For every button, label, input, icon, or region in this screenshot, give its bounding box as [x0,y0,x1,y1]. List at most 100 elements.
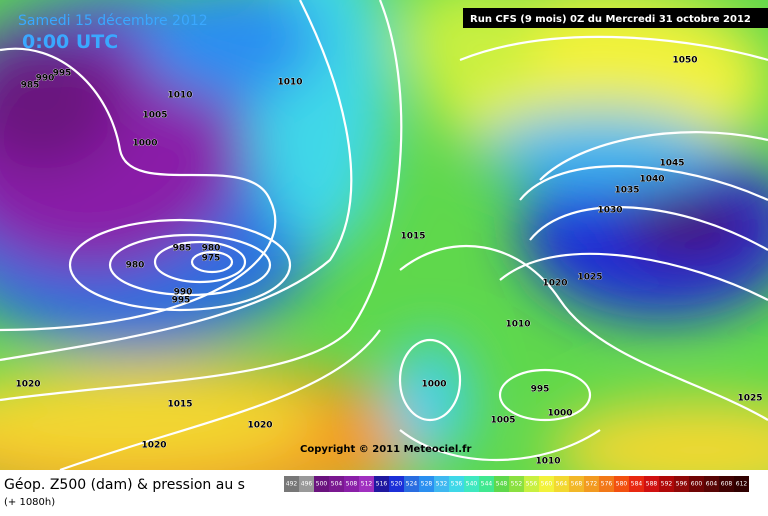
isobar-label: 1020 [141,441,166,451]
scale-label: 544 [481,481,493,488]
isobar-label: 995 [531,385,550,395]
scale-swatch [434,476,449,492]
isobar-label: 975 [202,254,221,264]
scale-label: 532 [436,481,448,488]
isobar-label: 1050 [672,56,697,66]
footer-title: Géop. Z500 (dam) & pression au s [4,477,245,493]
scale-label: 592 [661,481,673,488]
scale-swatch [599,476,614,492]
isobar-label: 1015 [400,232,425,242]
scale-swatch [644,476,659,492]
scale-swatch [449,476,464,492]
scale-swatch [509,476,524,492]
scale-swatch [659,476,674,492]
scale-label: 604 [706,481,718,488]
scale-label: 580 [616,481,628,488]
scale-label: 492 [286,481,298,488]
scale-swatch [569,476,584,492]
scale-swatch [689,476,704,492]
isobar-label: 995 [172,296,191,306]
isobar-label: 985 [21,81,40,91]
isobar-label: 1000 [132,139,157,149]
scale-label: 516 [376,481,388,488]
isobar-label: 1045 [659,159,684,169]
scale-swatch [419,476,434,492]
scale-swatch [389,476,404,492]
isobar-label: 1025 [577,273,602,283]
scale-swatch [374,476,389,492]
scale-swatch [629,476,644,492]
scale-label: 540 [466,481,478,488]
scale-swatch [359,476,374,492]
isobar-label: 1010 [505,320,530,330]
scale-label: 524 [406,481,418,488]
scale-swatch [329,476,344,492]
scale-label: 512 [361,481,373,488]
isobar-label: 1005 [490,416,515,426]
scale-swatch [404,476,419,492]
copyright: Copyright © 2011 Meteociel.fr [300,444,471,455]
isobar-label: 1035 [614,186,639,196]
isobar-label: 980 [126,261,145,271]
footer-lead: (+ 1080h) [4,497,55,508]
scale-swatch [719,476,734,492]
isobar-label: 980 [202,244,221,254]
scale-swatch [614,476,629,492]
scale-label: 552 [511,481,523,488]
scale-swatch [299,476,314,492]
isobar-lines [0,0,768,470]
scale-label: 504 [331,481,343,488]
scale-label: 568 [571,481,583,488]
scale-label: 548 [496,481,508,488]
scale-swatch [479,476,494,492]
isobar-label: 1010 [167,91,192,101]
scale-swatch [314,476,329,492]
scale-label: 528 [421,481,433,488]
isobar-label: 1010 [277,78,302,88]
run-box [463,8,768,28]
scale-label: 596 [676,481,688,488]
run-info: Run CFS (9 mois) 0Z du Mercredi 31 octob… [470,14,751,25]
scale-swatch [344,476,359,492]
time: 0:00 UTC [22,31,118,53]
scale-label: 496 [301,481,313,488]
isobar-label: 1020 [542,279,567,289]
scale-label: 584 [631,481,643,488]
scale-label: 536 [451,481,463,488]
scale-label: 612 [736,481,748,488]
scale-swatch [554,476,569,492]
scale-swatch [284,476,299,492]
isobar-label: 1000 [421,380,446,390]
scale-swatch [494,476,509,492]
scale-swatch [734,476,749,492]
scale-label: 600 [691,481,703,488]
date: Samedi 15 décembre 2012 [18,13,208,29]
scale-label: 608 [721,481,733,488]
scale-swatch [539,476,554,492]
isobar-label: 1040 [639,175,664,185]
scale-label: 572 [586,481,598,488]
scale-swatch [584,476,599,492]
isobar-label: 1030 [597,206,622,216]
scale-label: 508 [346,481,358,488]
scale-label: 560 [541,481,553,488]
isobar-label: 990 [174,288,193,298]
scale-swatch [524,476,539,492]
isobar-label: 1015 [167,400,192,410]
scale-label: 500 [316,481,328,488]
scale-label: 520 [391,481,403,488]
scale-label: 576 [601,481,613,488]
isobar-label: 1005 [142,111,167,121]
isobar-label: 985 [173,244,192,254]
isobar-label: 990 [36,74,55,84]
isobar-label: 1010 [535,457,560,467]
scale-swatch [464,476,479,492]
isobar-label: 1000 [547,409,572,419]
isobar-label: 995 [53,69,72,79]
scale-swatch [704,476,719,492]
scale-label: 564 [556,481,568,488]
isobar-label: 1020 [247,421,272,431]
